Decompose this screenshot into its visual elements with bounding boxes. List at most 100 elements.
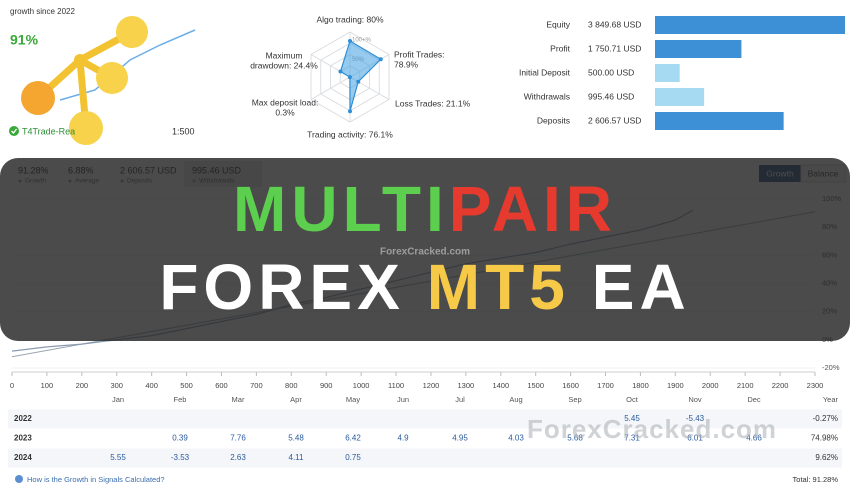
radar-point [378,57,383,62]
month-value: 0.39 [172,434,188,443]
summary-bar [655,64,680,82]
summary-value: 2 606.57 USD [588,115,641,125]
row-year: 2022 [14,414,32,423]
summary-value: 995.46 USD [588,91,634,101]
row-bg [8,409,842,429]
row-bg [8,448,842,468]
radar-label: Trading activity: 76.1% [307,129,393,139]
summary-bar [655,16,845,34]
banner-word: PAIR [449,173,617,245]
summary-label: Profit [550,43,570,53]
x-tick-label: 100 [41,381,54,390]
x-tick-label: 1900 [667,381,684,390]
radar-label: Loss Trades: 21.1% [395,98,471,108]
radar-label: 78.9% [394,59,419,69]
summary-bar [655,40,742,58]
x-tick-label: 2100 [737,381,754,390]
logo-node [69,111,103,145]
month-header: May [346,395,360,404]
watermark: ForexCracked.com [527,414,777,444]
radar-label: drawdown: 24.4% [250,60,318,70]
banner-word: FOREX [159,251,404,323]
month-header: Feb [174,395,187,404]
logo-node [116,16,148,48]
help-link[interactable]: How is the Growth in Signals Calculated? [27,475,165,484]
summary-bar [655,112,784,130]
banner-word: MULTI [233,173,449,245]
month-value: 5.48 [288,434,304,443]
radar-label: Algo trading: 80% [316,14,384,24]
leverage: 1:500 [172,126,195,136]
month-header: Year [823,395,839,404]
total: Total: 91.28% [793,475,839,484]
row-year: 2023 [14,434,32,443]
radar-label: Profit Trades: [394,49,445,59]
month-value: 2.63 [230,453,246,462]
radar-label: Max deposit load: [252,97,319,107]
x-tick-label: 1800 [632,381,649,390]
banner-word: MT5 [427,251,570,323]
summary-label: Deposits [537,115,570,125]
x-tick-label: 400 [145,381,158,390]
month-header: Jun [397,395,409,404]
month-header: Nov [688,395,702,404]
banner-line: FOREX MT5 EA [159,251,690,323]
radar-point [338,69,343,74]
month-value: 4.66 [746,434,762,443]
logo-node [74,54,86,66]
x-tick-label: 1000 [353,381,370,390]
month-header: Mar [232,395,245,404]
month-value: 6.42 [345,434,361,443]
month-value: 4.9 [397,434,409,443]
banner [0,158,850,341]
month-value: 5.68 [567,434,583,443]
month-header: Oct [626,395,639,404]
x-tick-label: 2000 [702,381,719,390]
x-tick-label: 2300 [807,381,824,390]
x-tick-label: 1200 [423,381,440,390]
x-tick-label: 0 [10,381,14,390]
x-tick-label: 600 [215,381,228,390]
month-value: 4.11 [289,453,305,462]
month-header: Apr [290,395,302,404]
banner-line: MULTIPAIR [233,173,617,245]
x-tick-label: 1500 [527,381,544,390]
year-total: 74.98% [811,434,838,443]
summary-bar [655,88,705,106]
radar-point [348,109,352,114]
radar-scale-label: 100+% [352,38,372,44]
month-header: Jul [455,395,465,404]
x-tick-label: 500 [180,381,193,390]
month-value: 5.45 [624,414,640,423]
x-tick-label: 1300 [458,381,475,390]
month-value: -3.53 [171,453,190,462]
check-mark [11,128,18,134]
x-tick-label: 1700 [597,381,614,390]
summary-label: Initial Deposit [519,67,571,77]
month-value: 7.76 [230,434,246,443]
radar-point [356,79,361,84]
month-value: 6.01 [687,434,703,443]
month-value: 0.75 [345,453,361,462]
radar-label: 0.3% [275,107,295,117]
x-tick-label: 900 [320,381,333,390]
month-value: 4.95 [452,434,468,443]
month-header: Aug [509,395,522,404]
summary-label: Withdrawals [524,91,570,101]
summary-value: 500.00 USD [588,67,634,77]
summary-value: 1 750.71 USD [588,43,641,53]
x-tick-label: 1100 [388,381,404,390]
growth-value: 91% [10,32,39,48]
month-header: Jan [112,395,124,404]
month-value: 4.03 [508,434,524,443]
radar-label: Maximum [266,50,303,60]
x-tick-label: 700 [250,381,263,390]
summary-value: 3 849.68 USD [588,19,641,29]
banner-word: EA [592,251,691,323]
check-icon [9,126,19,136]
watermark: ForexCracked.com [380,247,470,258]
logo-decoration [21,16,196,145]
broker[interactable]: T4Trade-Rea [22,126,75,136]
x-tick-label: 800 [285,381,298,390]
